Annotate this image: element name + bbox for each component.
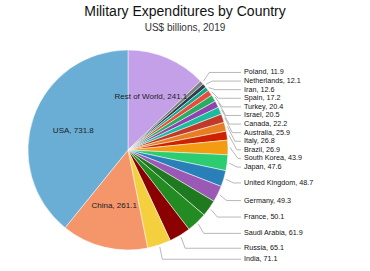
label-value: 49.3	[277, 195, 291, 204]
data-label: Russia, 65.1	[244, 243, 284, 252]
label-value: 261.1	[117, 201, 138, 210]
label-value: 65.1	[270, 243, 284, 252]
leader-line	[227, 126, 241, 141]
leader-line	[219, 103, 241, 115]
label-category: Russia	[244, 243, 266, 252]
data-label: United Kingdom, 48.7	[244, 178, 313, 187]
label-value: 241.1	[167, 92, 188, 101]
leader-line	[209, 88, 241, 90]
leader-line	[229, 135, 241, 150]
label-category: Japan	[244, 162, 264, 171]
label-value: 50.1	[270, 212, 284, 221]
label-category: USA	[53, 126, 70, 135]
pie: Rest of World, 241.1 China, 261.1 USA, 731…	[28, 50, 313, 263]
label-category: France	[244, 212, 266, 221]
leader-line	[198, 224, 241, 233]
data-label: Japan, 47.6	[244, 162, 282, 171]
leader-line	[211, 209, 241, 217]
chart: Military Expenditures by Country US$ bill…	[0, 0, 370, 271]
label-category: Rest of World	[114, 92, 162, 101]
label-value: 47.6	[268, 162, 282, 171]
leader-line	[203, 72, 241, 81]
data-label: USA, 731.8	[53, 126, 94, 135]
leader-line	[222, 110, 241, 124]
title: Military Expenditures by Country	[84, 3, 286, 19]
leader-line	[181, 237, 241, 248]
label-value: 25.9	[276, 128, 290, 137]
leader-line	[226, 179, 241, 183]
leader-line	[206, 81, 241, 84]
subtitle: US$ billions, 2019	[145, 22, 226, 33]
label-value: 48.7	[299, 178, 313, 187]
label-category: Saudi Arabia	[244, 228, 285, 237]
label-value: 61.9	[289, 228, 303, 237]
data-label: Rest of World, 241.1	[114, 92, 187, 101]
label-value: 12.1	[287, 76, 301, 85]
label-value: 71.1	[264, 254, 278, 263]
leader-line	[212, 92, 241, 99]
leader-line	[230, 147, 241, 158]
pie-slice	[28, 50, 128, 228]
leader-line	[215, 97, 241, 107]
label-value: 43.9	[288, 153, 302, 162]
data-label: India, 71.1	[244, 254, 278, 263]
label-category: India	[244, 254, 260, 263]
label-category: Germany	[244, 195, 274, 204]
leader-line	[229, 163, 241, 167]
label-value: 731.8	[74, 126, 95, 135]
data-label: Saudi Arabia, 61.9	[244, 228, 303, 237]
label-category: China	[91, 201, 112, 210]
leader-line	[225, 118, 241, 133]
data-label: China, 261.1	[91, 201, 137, 210]
label-category: United Kingdom	[244, 178, 295, 187]
data-label: France, 50.1	[244, 212, 284, 221]
leader-line	[160, 247, 241, 259]
leader-line	[220, 195, 241, 201]
data-label: Germany, 49.3	[244, 195, 291, 204]
